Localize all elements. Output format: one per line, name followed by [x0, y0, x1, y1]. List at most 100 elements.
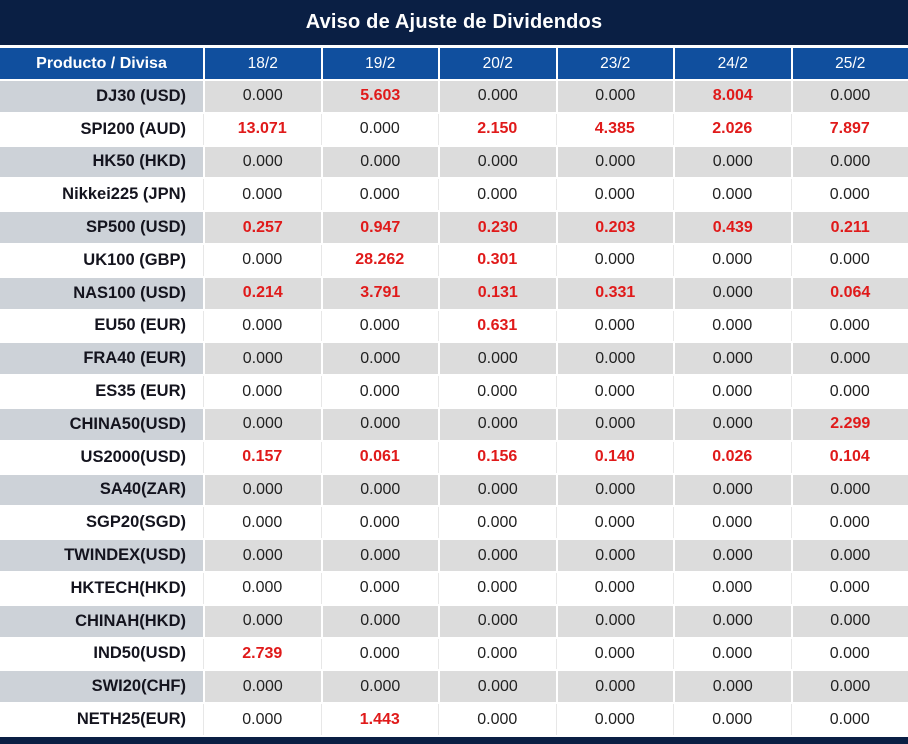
dividend-value-cell: 0.000: [320, 605, 438, 637]
dividend-value-cell: 0.000: [438, 179, 556, 211]
dividend-value-cell: 0.000: [673, 671, 791, 703]
product-cell: SGP20(SGD): [0, 507, 203, 539]
dividend-value-cell: 28.262: [320, 244, 438, 276]
table-header-row: Producto / Divisa 18/2 19/2 20/2 23/2 24/2 25…: [0, 48, 908, 81]
dividend-value-cell: 0.000: [673, 179, 791, 211]
dividend-value-cell: 0.026: [673, 441, 791, 473]
dividend-value-cell: 0.000: [555, 704, 673, 735]
dividend-value-cell: 0.000: [555, 81, 673, 112]
table-row: DJ30 (USD) 0.000 5.603 0.000 0.000 8.004 0.000: [0, 81, 908, 114]
dividend-value-cell: 0.000: [673, 376, 791, 407]
dividend-value-cell: 0.203: [555, 212, 673, 243]
dividend-value-cell: 0.000: [555, 376, 673, 407]
dividend-value-cell: 0.000: [790, 671, 908, 703]
dividend-value-cell: 0.000: [673, 638, 791, 670]
dividend-value-cell: 0.000: [555, 408, 673, 440]
dividend-value-cell: 0.000: [555, 638, 673, 670]
dividend-value-cell: 0.000: [320, 310, 438, 342]
dividend-value-cell: 0.000: [555, 540, 673, 571]
date-column-header: 18/2: [203, 48, 321, 79]
dividend-value-cell: 0.000: [555, 343, 673, 375]
dividend-value-cell: 0.000: [203, 343, 321, 375]
dividend-value-cell: 0.000: [320, 179, 438, 211]
table-row: Nikkei225 (JPN) 0.000 0.000 0.000 0.000 0.000…: [0, 179, 908, 213]
dividend-value-cell: 0.000: [320, 638, 438, 670]
dividend-value-cell: 0.331: [555, 277, 673, 309]
dividend-value-cell: 0.000: [438, 704, 556, 735]
table-row: US2000(USD) 0.157 0.061 0.156 0.140 0.026 0.10…: [0, 441, 908, 475]
dividend-value-cell: 0.000: [438, 572, 556, 604]
date-column-header: 24/2: [673, 48, 791, 79]
dividend-value-cell: 0.000: [320, 474, 438, 506]
dividend-value-cell: 0.000: [555, 310, 673, 342]
product-cell: SP500 (USD): [0, 212, 203, 243]
dividend-value-cell: 2.026: [673, 113, 791, 145]
product-cell: EU50 (EUR): [0, 310, 203, 342]
dividend-value-cell: 1.443: [320, 704, 438, 735]
date-column-header: 25/2: [790, 48, 908, 79]
dividend-value-cell: 0.000: [555, 572, 673, 604]
product-cell: SWI20(CHF): [0, 671, 203, 703]
table-row: UK100 (GBP) 0.000 28.262 0.301 0.000 0.000 0.0…: [0, 244, 908, 278]
table-row: SPI200 (AUD) 13.071 0.000 2.150 4.385 2.026 7.…: [0, 113, 908, 147]
title-bar: Aviso de Ajuste de Dividendos: [0, 0, 908, 48]
product-cell: ES35 (EUR): [0, 376, 203, 407]
date-column-header: 23/2: [555, 48, 674, 79]
product-cell: SPI200 (AUD): [0, 113, 203, 145]
dividend-value-cell: 0.000: [790, 244, 908, 276]
dividend-value-cell: 0.000: [790, 474, 908, 506]
dividend-value-cell: 0.000: [790, 638, 908, 670]
product-cell: UK100 (GBP): [0, 244, 203, 276]
dividend-value-cell: 0.214: [203, 277, 321, 309]
table-row: HKTECH(HKD) 0.000 0.000 0.000 0.000 0.000 0.00…: [0, 572, 908, 606]
product-cell: US2000(USD): [0, 441, 203, 473]
dividend-value-cell: 0.000: [555, 474, 673, 506]
dividend-value-cell: 0.257: [203, 212, 321, 243]
dividend-value-cell: 0.439: [673, 212, 791, 243]
dividend-value-cell: 0.000: [673, 540, 791, 571]
dividend-value-cell: 0.000: [438, 81, 556, 112]
table-row: EU50 (EUR) 0.000 0.000 0.631 0.000 0.000 0.000: [0, 310, 908, 344]
table-row: IND50(USD) 2.739 0.000 0.000 0.000 0.000 0.000: [0, 638, 908, 672]
dividend-value-cell: 0.000: [320, 671, 438, 703]
dividend-value-cell: 0.000: [790, 704, 908, 735]
dividend-value-cell: 0.000: [438, 540, 556, 571]
table-row: HK50 (HKD) 0.000 0.000 0.000 0.000 0.000 0.000: [0, 146, 908, 180]
table-row: FRA40 (EUR) 0.000 0.000 0.000 0.000 0.000 0.00…: [0, 343, 908, 377]
dividend-value-cell: 0.064: [790, 277, 908, 309]
dividend-value-cell: 0.000: [673, 474, 791, 506]
dividend-value-cell: 0.000: [438, 507, 556, 539]
dividend-value-cell: 0.000: [203, 146, 321, 178]
dividend-value-cell: 0.104: [790, 441, 908, 473]
dividend-value-cell: 0.000: [320, 507, 438, 539]
dividend-value-cell: 0.000: [673, 310, 791, 342]
dividend-value-cell: 0.000: [790, 146, 908, 178]
product-cell: DJ30 (USD): [0, 81, 203, 112]
dividend-value-cell: 0.000: [790, 81, 908, 112]
dividend-value-cell: 0.000: [203, 474, 321, 506]
product-cell: CHINAH(HKD): [0, 605, 203, 637]
dividend-value-cell: 0.156: [438, 441, 556, 473]
dividend-value-cell: 0.000: [438, 671, 556, 703]
dividend-value-cell: 0.000: [555, 507, 673, 539]
dividend-value-cell: 0.000: [320, 113, 438, 145]
table-row: SA40(ZAR) 0.000 0.000 0.000 0.000 0.000 0.000: [0, 474, 908, 508]
dividend-value-cell: 0.000: [790, 179, 908, 211]
dividend-value-cell: 0.000: [555, 146, 673, 178]
dividend-value-cell: 0.000: [203, 605, 321, 637]
date-column-header: 20/2: [438, 48, 556, 79]
dividend-value-cell: 0.000: [673, 277, 791, 309]
table-body: DJ30 (USD) 0.000 5.603 0.000 0.000 8.004 0.000…: [0, 81, 908, 737]
dividend-value-cell: 0.000: [438, 638, 556, 670]
dividend-value-cell: 0.000: [438, 146, 556, 178]
dividend-value-cell: 0.000: [203, 376, 321, 407]
dividend-value-cell: 0.000: [555, 179, 673, 211]
dividend-value-cell: 0.000: [203, 244, 321, 276]
dividend-value-cell: 0.000: [203, 572, 321, 604]
dividend-value-cell: 0.000: [320, 572, 438, 604]
dividend-value-cell: 0.131: [438, 277, 556, 309]
dividend-value-cell: 0.000: [673, 704, 791, 735]
product-cell: NETH25(EUR): [0, 704, 203, 735]
table-row: TWINDEX(USD) 0.000 0.000 0.000 0.000 0.000 0.0…: [0, 540, 908, 573]
